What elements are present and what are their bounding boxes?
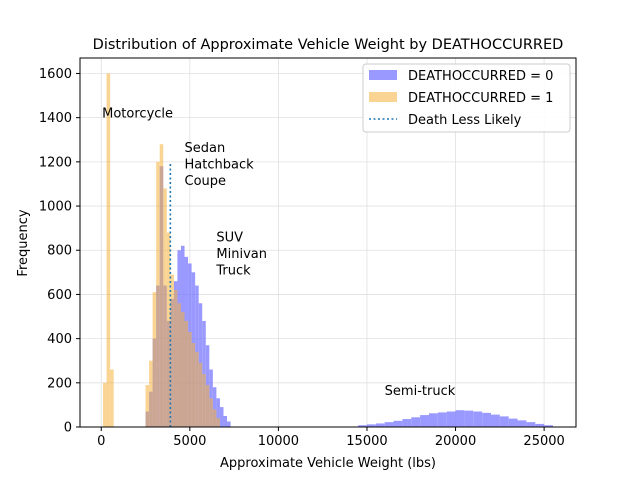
annotation-line: Sedan [185,141,226,156]
bar [180,312,185,427]
bar [490,414,500,427]
y-tick-label: 800 [47,244,72,259]
y-tick-label: 400 [47,332,72,347]
x-tick-label: 20000 [435,434,476,449]
bar [159,144,164,427]
x-tick-label: 0 [97,434,105,449]
bar [437,412,447,427]
x-tick-label: 15000 [346,434,387,449]
bar [188,331,192,427]
bar [464,410,474,427]
bar [173,290,178,427]
annotation-line: Truck [215,263,251,278]
bar [212,409,217,427]
bar [110,369,114,427]
bar [446,411,456,427]
bar [209,398,213,427]
annotation-line: Coupe [185,174,227,189]
bar [103,382,107,427]
y-tick-label: 1400 [39,111,72,126]
bar [420,415,429,427]
bar [375,423,385,427]
chart-title: Distribution of Approximate Vehicle Weig… [93,37,564,53]
annotation-line: Motorcycle [102,107,173,122]
bar [149,360,153,427]
y-tick-label: 1000 [39,200,72,215]
plot-frame [79,57,577,428]
legend: DEATHOCCURRED = 0 DEATHOCCURRED = 1 Deat… [362,63,571,133]
annotation-line: Hatchback [185,157,255,172]
bar [216,418,220,427]
bar [223,415,228,427]
bar [163,188,167,427]
legend-label-death-1: DEATHOCCURRED = 1 [408,91,553,106]
x-axis-ticks: 0 5000 10000 15000 20000 25000 [97,427,565,449]
bar [170,274,174,427]
bar [482,412,491,427]
bar [198,362,203,427]
bar [411,417,421,427]
annotation-line: SUV [216,230,243,245]
x-tick-label: 5000 [173,434,206,449]
bar [526,422,536,427]
bar [455,410,465,427]
bar [402,419,412,427]
series-1-bars [103,73,220,428]
annotation-line: Semi-truck [385,384,456,399]
bar [212,387,217,427]
bar [227,421,231,427]
y-tick-label: 200 [47,376,72,391]
bar [205,385,210,427]
legend-swatch-death-1 [369,92,397,102]
bar [384,422,394,427]
bar [499,416,509,427]
bar [152,292,157,427]
bar [156,161,160,428]
bar [191,343,196,427]
bar [145,385,150,427]
y-tick-label: 600 [47,288,72,303]
y-tick-label: 0 [64,421,72,436]
annotation-line: Minivan [216,247,267,262]
bar [473,411,483,427]
y-axis-ticks: 0 200 400 600 800 1000 1200 1400 1600 [39,67,80,436]
bar [195,351,199,427]
legend-label-death-less-likely: Death Less Likely [408,113,522,128]
bar [393,420,403,427]
y-tick-label: 1600 [39,67,72,82]
bar [358,425,367,427]
bar [366,424,376,427]
bar [544,425,553,427]
bar [216,398,220,427]
bar [184,320,189,427]
bar [508,418,518,427]
annotation-label: SUV Minivan Truck [215,230,267,278]
annotation-label: Semi-truck [385,384,456,399]
x-tick-label: 25000 [523,434,564,449]
y-axis-label: Frequency [16,209,31,276]
bar [166,232,171,427]
bar [219,407,224,427]
bar [177,303,181,427]
bar [535,423,545,427]
bar [106,73,111,427]
x-tick-label: 10000 [258,434,299,449]
annotation-label: Motorcycle [102,107,173,122]
legend-swatch-death-0 [369,70,397,80]
bar [428,413,438,427]
bar [517,420,527,427]
legend-label-death-0: DEATHOCCURRED = 0 [408,69,553,84]
x-axis-label: Approximate Vehicle Weight (lbs) [220,456,436,471]
legend-box [362,63,571,133]
annotations: Motorcycle Sedan Hatchback Coupe SUV Minivan T… [102,107,456,399]
annotation-label: Sedan Hatchback Coupe [185,141,255,189]
bar [202,373,206,427]
y-tick-label: 1200 [39,155,72,170]
